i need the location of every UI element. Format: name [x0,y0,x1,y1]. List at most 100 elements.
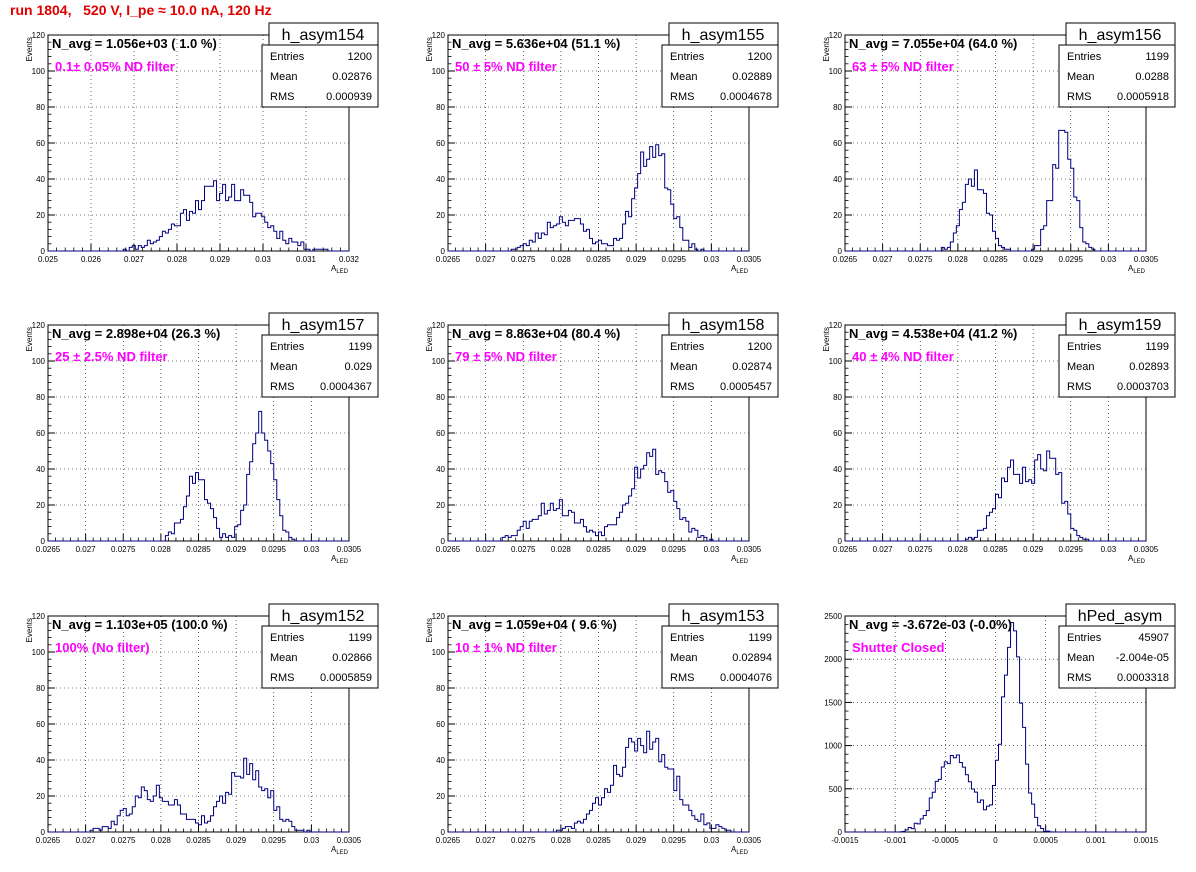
title-box: h_asym158 [668,312,779,336]
x-tick-label: 0.0295 [1059,255,1084,264]
navg-label: N_avg = 5.636e+04 (51.1 %) [452,36,620,51]
y-tick-label: 20 [36,501,45,510]
panel-h_asym152: 0.0265 0.027 0.0275 0.028 0.0285 0.029 0.0295 0… [25,603,379,856]
x-axis-label: ALED [1128,264,1146,275]
x-tick-label: 0.0275 [511,545,536,554]
histogram-name: h_asym152 [282,608,365,625]
x-tick-label: -0.0015 [831,836,859,845]
stats-box-frame [1058,44,1176,108]
x-tick-label: 0.027 [76,836,97,845]
histogram-line [448,448,749,542]
y-tick-label: 40 [36,465,45,474]
x-axis-label: ALED [331,845,349,856]
navg-label: N_avg = 1.056e+03 ( 1.0 %) [52,36,217,51]
x-tick-label: 0.028 [551,255,572,264]
x-tick-label: 0.0265 [36,545,61,554]
y-axis-label: Events [425,618,434,642]
x-tick-label: 0.027 [476,545,497,554]
x-tick-label: 0.001 [1086,836,1107,845]
stat-value: 1199 [1145,341,1169,353]
histogram-line [448,144,749,252]
x-tick-label: 0.0285 [586,255,611,264]
stats-box-frame [661,625,779,689]
y-axis-label: Events [822,327,831,351]
y-tick-label: 20 [36,211,45,220]
stat-value: 0.029 [344,361,372,373]
x-tick-label: 0.0265 [436,255,461,264]
title-box: h_asym157 [268,312,379,336]
y-tick-label: 20 [36,792,45,801]
y-tick-label: 20 [436,501,445,510]
panel-h_asym158: 0.0265 0.027 0.0275 0.028 0.0285 0.029 0.0295 0… [425,312,779,565]
y-tick-label: 40 [36,175,45,184]
stat-value: 45907 [1138,632,1169,644]
y-tick-label: 1500 [824,698,842,707]
stats-box: Entries 1199 Mean 0.02893 RMS 0.0003703 [1058,334,1176,398]
x-tick-label: 0.028 [948,255,969,264]
stat-label: RMS [1067,91,1091,103]
histogram-line [48,757,349,833]
x-tick-label: 0.03 [1101,545,1117,554]
y-tick-label: 500 [829,785,843,794]
stat-value: 1199 [748,632,772,644]
y-tick-label: 80 [436,684,445,693]
stats-box: Entries 45907 Mean -2.004e-05 RMS 0.0003318 [1058,625,1176,689]
stats-box-frame [261,334,379,398]
y-tick-label: 100 [432,648,446,657]
stat-value: 0.0004076 [720,672,772,684]
y-tick-label: 0 [838,247,843,256]
stat-label: Entries [270,51,305,63]
y-tick-label: 120 [432,612,446,621]
filter-label: 100% (No filter) [55,640,150,655]
stats-box-frame [661,334,779,398]
y-tick-label: 60 [436,139,445,148]
y-tick-label: 120 [829,31,843,40]
x-tick-label: 0.0305 [737,836,762,845]
filter-label: Shutter Closed [852,640,945,655]
run-title: run 1804, 520 V, I_pe ≈ 10.0 nA, 120 Hz [10,2,272,18]
x-tick-label: 0.027 [476,255,497,264]
x-tick-label: 0.03 [704,836,720,845]
navg-label: N_avg = 1.059e+04 ( 9.6 %) [452,617,617,632]
x-tick-label: 0.028 [167,255,188,264]
navg-label: N_avg = 8.863e+04 (80.4 %) [452,326,620,341]
x-tick-label: 0.029 [226,836,247,845]
x-axis-label: ALED [331,264,349,275]
stat-value: 0.02889 [732,71,772,83]
x-tick-label: 0.028 [151,545,172,554]
y-tick-label: 20 [833,211,842,220]
y-tick-label: 80 [833,393,842,402]
y-tick-label: 100 [32,357,46,366]
histogram-line [48,180,349,252]
stat-value: 1200 [748,51,772,63]
title-box: h_asym155 [668,22,779,46]
stat-label: Mean [670,652,698,664]
stat-label: Mean [1067,361,1095,373]
x-tick-label: 0.028 [551,545,572,554]
x-tick-label: 0.03 [1101,255,1117,264]
stat-value: 1199 [348,632,372,644]
y-axis-label: Events [822,37,831,61]
y-tick-label: 60 [833,139,842,148]
stats-box: Entries 1200 Mean 0.02874 RMS 0.0005457 [661,334,779,398]
filter-label: 25 ± 2.5% ND filter [55,349,168,364]
panel-h_asym153: 0.0265 0.027 0.0275 0.028 0.0285 0.029 0.0295 0… [425,603,779,856]
y-axis-label: Events [25,618,34,642]
y-tick-label: 100 [432,67,446,76]
y-tick-label: 60 [36,429,45,438]
stat-label: Mean [270,71,298,83]
y-tick-label: 100 [32,648,46,657]
x-axis-label: ALED [331,554,349,565]
x-axis-label: ALED [1128,554,1146,565]
histogram-line [845,622,1146,833]
title-box: h_asym153 [668,603,779,627]
stat-value: 1200 [748,341,772,353]
x-tick-label: 0.0005 [1033,836,1058,845]
stats-box-frame [261,625,379,689]
x-tick-label: 0.031 [296,255,317,264]
y-tick-label: 1000 [824,742,842,751]
x-tick-label: 0 [993,836,998,845]
title-box: hPed_asym [1065,603,1176,627]
navg-label: N_avg = 1.103e+05 (100.0 %) [52,617,228,632]
x-tick-label: 0.025 [38,255,59,264]
